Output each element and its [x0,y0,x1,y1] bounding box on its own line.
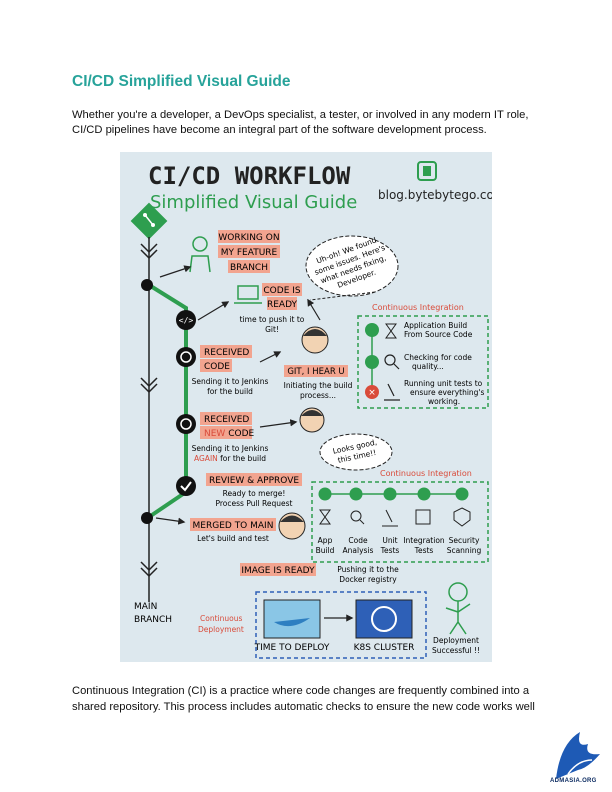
outro-paragraph: Continuous Integration (CI) is a practic… [72,685,535,713]
laptop-icon [234,285,262,304]
svg-text:AGAIN for the build: AGAIN for the build [194,454,266,463]
push-text-1: time to push it to [240,315,305,324]
ci2-step-2-l2: Analysis [343,546,374,555]
image-ready-label: IMAGE IS READY [241,566,315,576]
ci2-step-1-l1: App [318,536,333,545]
jenkins-avatar-2 [299,407,325,433]
kubernetes-icon [355,599,413,639]
ci2-step-2-l1: Code [348,536,368,545]
page-title: CI/CD Simplified Visual Guide [72,73,291,90]
logo-text: ADMASIA.ORG [550,778,597,784]
infographic-heading: CI/CD WORKFLOW [148,162,351,190]
svg-text:NEW CODE: NEW CODE [204,429,255,439]
ci2-icons [319,507,471,527]
ci1-title: Continuous Integration [372,303,464,312]
developer-figure [189,236,211,273]
sending-text-2: for the build [207,387,253,396]
ci1-tests-3: working. [428,397,460,406]
intro-paragraph: Whether you're a developer, a DevOps spe… [72,109,529,136]
received-new-1: RECEIVED [204,415,249,425]
svg-text:</>: </> [179,316,194,325]
received-new-2a: NEW [204,429,225,439]
ci2-step-5-l1: Security [449,536,480,545]
deploy-label: TIME TO DEPLOY [254,643,330,653]
sync-node-icon [176,347,196,367]
bytebytego-logo-icon [417,161,437,181]
docker-text-2: Docker registry [339,575,397,584]
main-branch-1: MAIN [134,602,157,612]
ci1-tests-2: ensure everything's [410,388,484,397]
ci2-step-5-l2: Scanning [447,546,482,555]
review-text-1: Ready to merge! [223,489,286,498]
cicd-infographic: CI/CD WORKFLOW Simplified Visual Guide b… [120,152,492,662]
success-text-2: Successful !! [432,646,480,655]
ci1-build-1: Application Build [404,321,467,330]
ci2-step-1-l2: Build [316,546,335,555]
cd-label-1: Continuous [200,614,242,623]
feature-label-1: WORKING ON [218,233,279,243]
received-label-1: RECEIVED [204,348,249,358]
ci1-build-2: From Source Code [404,330,473,339]
ci2-title: Continuous Integration [380,469,472,478]
sync-node-icon-2 [176,414,196,434]
hourglass-icon [385,323,397,339]
microscope-icon [384,383,400,401]
check-node-icon [176,476,196,496]
ci2-step-3-l2: Tests [380,546,400,555]
jenkins-avatar [301,326,329,354]
sending-text-1: Sending it to Jenkins [192,377,269,386]
docker-text-1: Pushing it to the [337,565,399,574]
jenkins-avatar-3 [278,512,306,540]
ready-label-1: CODE IS [263,286,301,296]
review-label: REVIEW & APPROVE [209,476,299,486]
ci2-checks [318,487,469,501]
admasia-logo [556,732,600,779]
init-text-2: process... [300,391,336,400]
docker-icon [263,599,321,639]
success-text-1: Deployment [433,636,479,645]
svg-text:×: × [368,388,376,398]
cd-label-2: Deployment [198,625,244,634]
ci1-check-2 [365,355,379,369]
magnifier-icon [384,354,400,370]
git-hear-label: GIT, I HEAR U [287,367,344,377]
received-new-2b: CODE [228,429,254,439]
ci2-step-3-l1: Unit [382,536,397,545]
ci1-tests-1: Running unit tests to [404,379,483,388]
ready-label-2: READY [267,300,298,310]
again-text-2a: AGAIN [194,454,218,463]
ci1-fail [365,385,379,399]
feature-label-2: MY FEATURE [221,248,278,258]
ci1-check-1 [365,323,379,337]
again-text-2b: for the build [220,454,266,463]
feature-label-3: BRANCH [230,263,268,273]
ci1-quality-1: Checking for code [404,353,472,362]
merged-label: MERGED TO MAIN [193,521,274,531]
site-url: blog.bytebytego.com [378,188,492,202]
received-label-2: CODE [204,362,230,372]
push-text-2: Git! [265,325,279,334]
again-text-1: Sending it to Jenkins [192,444,269,453]
code-node-icon: </> [176,310,196,330]
ci1-quality-2: quality... [412,362,444,371]
git-branch-icon [130,202,168,240]
infographic-subheading: Simplified Visual Guide [150,192,357,213]
ci2-step-4-l1: Integration [403,536,445,545]
init-text-1: Initiating the build [284,381,353,390]
merged-text: Let's build and test [197,534,269,543]
happy-figure [445,582,471,635]
review-text-2: Process Pull Request [216,499,293,508]
main-branch-2: BRANCH [134,615,172,625]
ci2-step-4-l2: Tests [414,546,434,555]
k8s-label: K8S CLUSTER [354,643,415,653]
